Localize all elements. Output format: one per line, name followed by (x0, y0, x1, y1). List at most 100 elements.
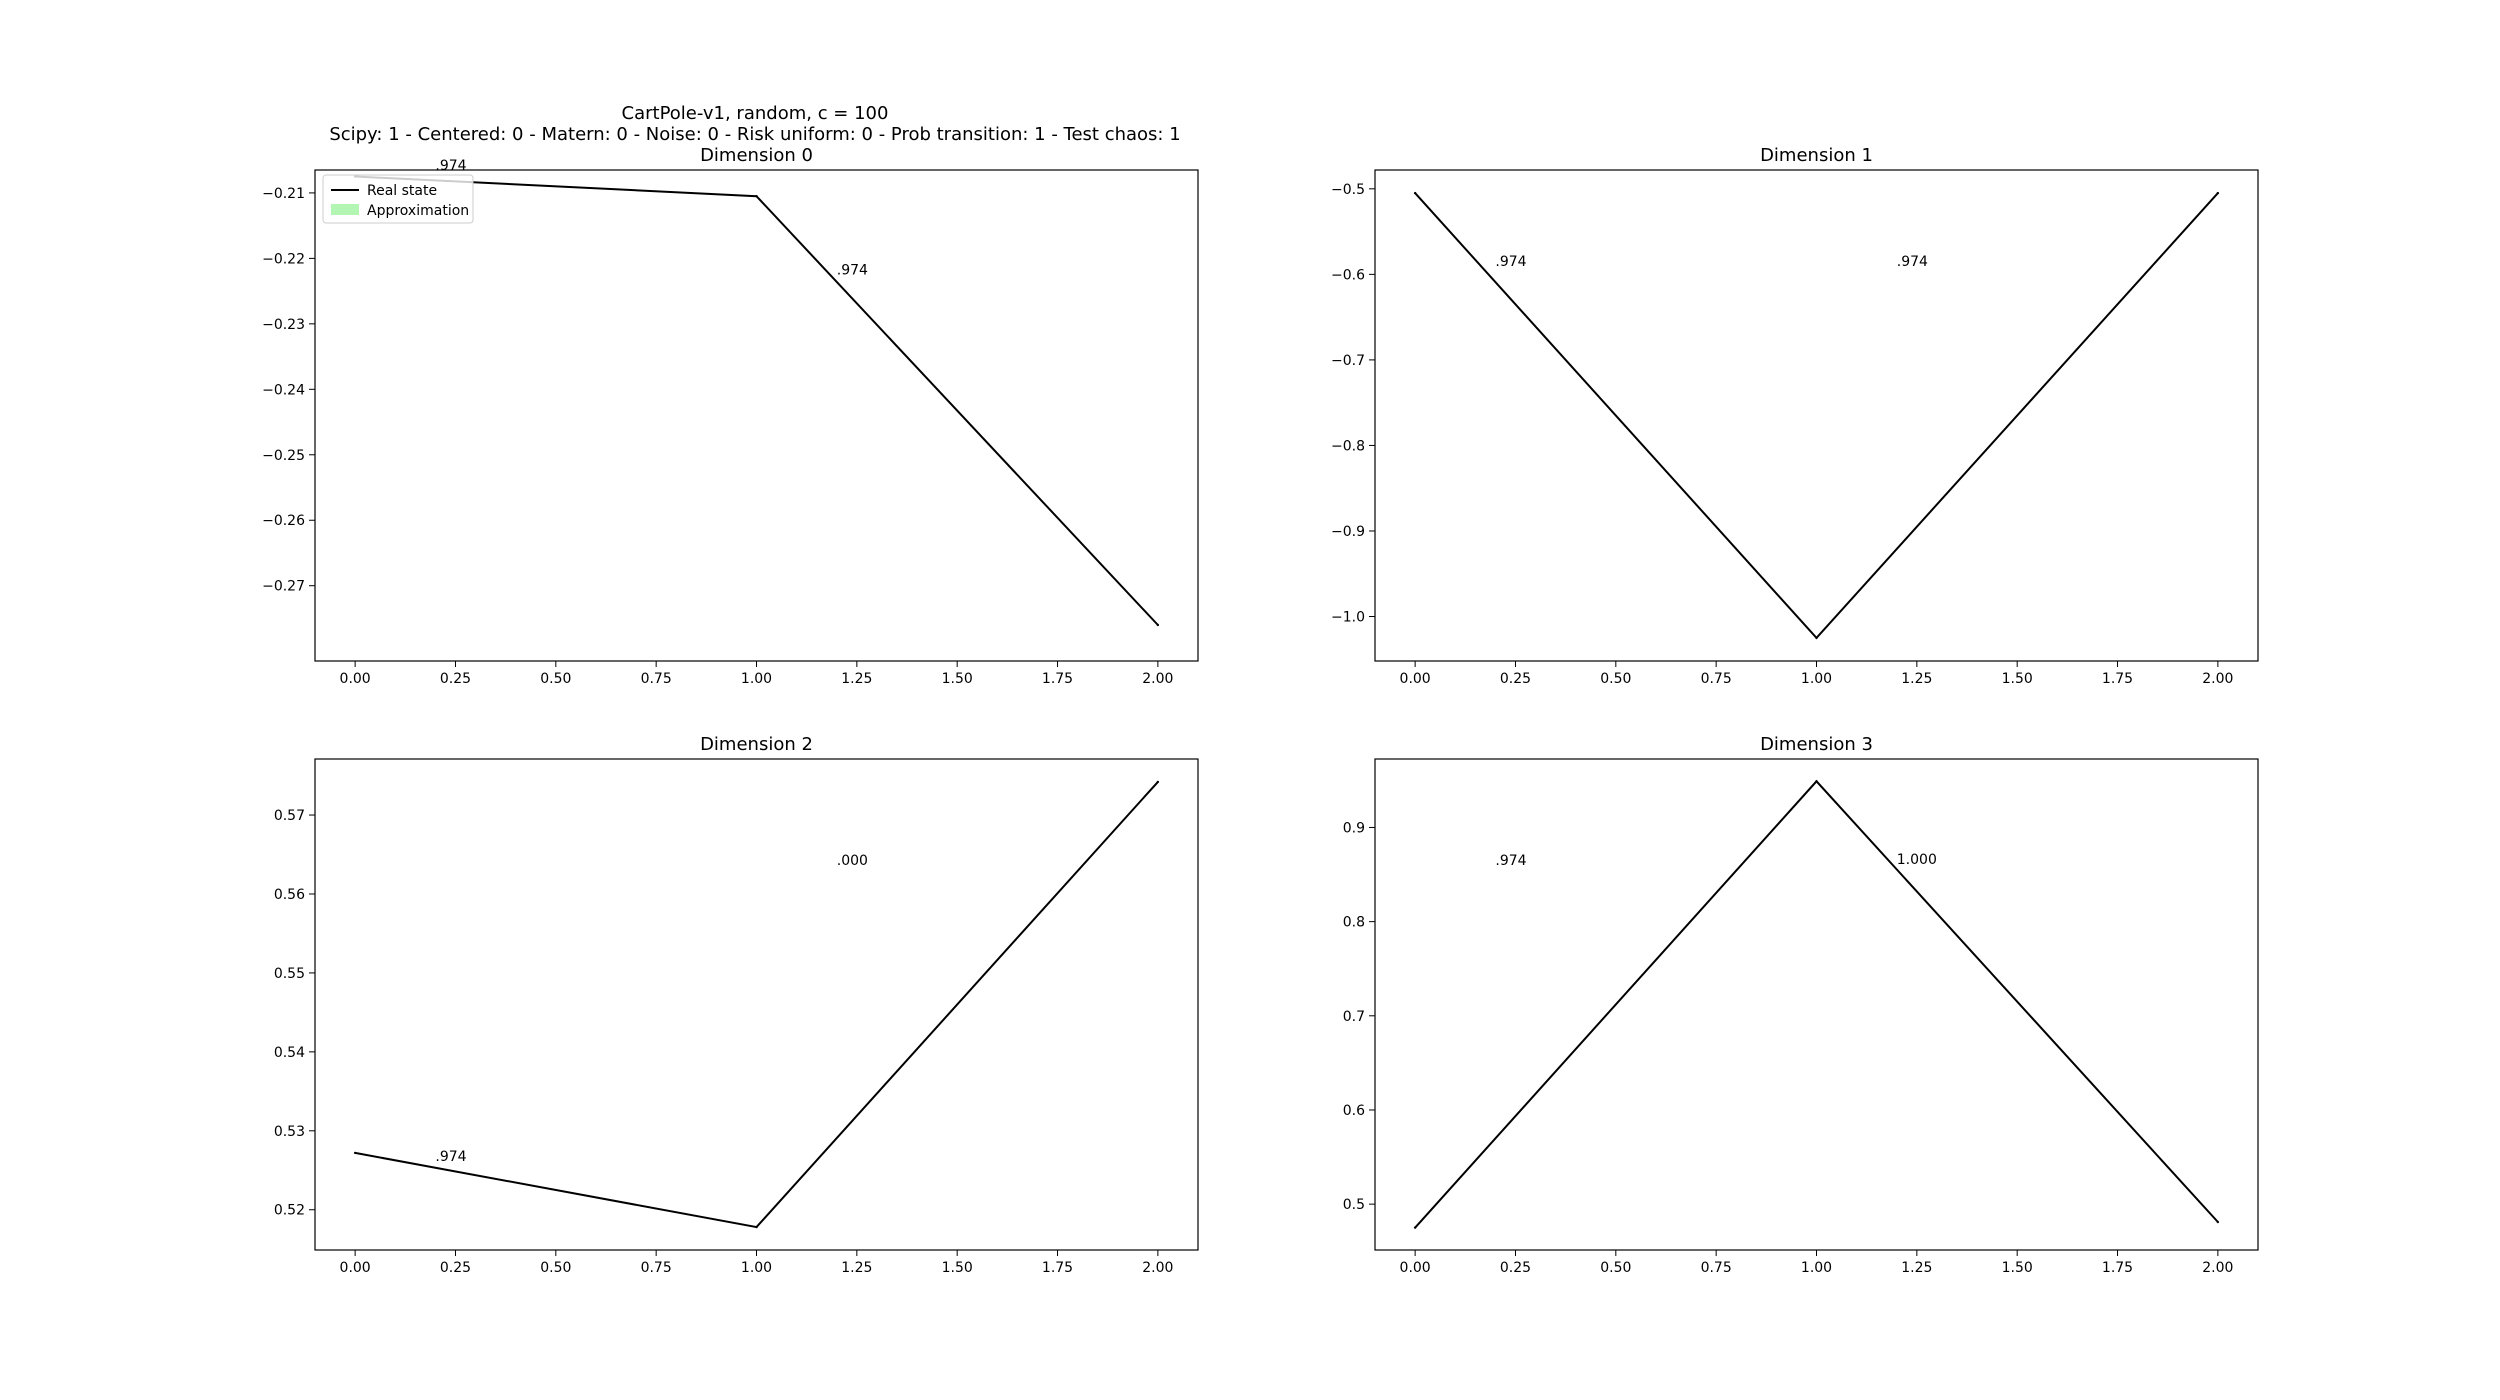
series-line-real-state (1414, 192, 2219, 640)
axes-frame (1374, 169, 2259, 662)
value-annotation: .000 (837, 853, 868, 869)
subplot-grid: Dimension 0 0.00 0.25 0.50 0.75 1.00 1.25 1.50 1… (262, 145, 2259, 1276)
x-tick-label: 0.75 (641, 671, 672, 687)
y-tick-label: −0.25 (262, 448, 305, 464)
x-tick-label: 2.00 (2202, 1260, 2233, 1276)
x-tick-label: 0.75 (641, 1260, 672, 1276)
x-tick-label: 1.25 (1901, 671, 1932, 687)
x-tick-label: 1.00 (1801, 671, 1832, 687)
data-point (755, 1225, 758, 1229)
value-annotation: .974 (435, 1149, 466, 1165)
y-tick-label: −0.24 (262, 382, 305, 398)
axes-frame (314, 169, 1199, 662)
x-tick-label: 1.75 (1042, 1260, 1073, 1276)
y-tick-label: 0.9 (1343, 820, 1365, 836)
x-tick-label: 0.75 (1701, 671, 1732, 687)
x-tick-label: 2.00 (1142, 1260, 1173, 1276)
legend-patch-swatch (331, 204, 359, 215)
subplot-title: Dimension 1 (1760, 145, 1873, 166)
y-tick-label: −0.21 (262, 186, 305, 202)
legend: Real state Approximation (322, 174, 474, 224)
y-tick-label: 0.7 (1343, 1009, 1365, 1025)
x-tick-label: 0.00 (340, 671, 371, 687)
axes-frame (314, 758, 1199, 1251)
subplot-dimension-3: Dimension 3 0.00 0.25 0.50 0.75 1.00 1.25 1.50 1… (1343, 734, 2259, 1276)
x-tick-label: 1.50 (2002, 671, 2033, 687)
y-tick-label: −0.9 (1331, 524, 1365, 540)
y-tick-label: 0.56 (274, 887, 305, 903)
y-tick-label: −0.8 (1331, 438, 1365, 454)
x-tick-label: 0.50 (540, 1260, 571, 1276)
x-tick-label: 1.50 (942, 1260, 973, 1276)
y-tick-label: −0.26 (262, 513, 305, 529)
y-tick-label: 0.52 (274, 1203, 305, 1219)
subplot-dimension-2: Dimension 2 0.00 0.25 0.50 0.75 1.00 1.25 1.50 1… (274, 734, 1199, 1276)
data-point (2216, 191, 2220, 195)
data-point (353, 1151, 357, 1155)
series-line-real-state (354, 781, 1159, 1229)
x-tick-label: 0.50 (1600, 671, 1631, 687)
y-tick-label: 0.5 (1343, 1197, 1365, 1213)
series-line-real-state (355, 175, 1159, 626)
figure-title-line-2: Scipy: 1 - Centered: 0 - Matern: 0 - Noi… (329, 124, 1180, 145)
legend-entry-label: Real state (367, 183, 437, 199)
value-annotation: .974 (1495, 254, 1526, 270)
data-point (1815, 636, 1818, 640)
x-tick-label: 1.25 (1901, 1260, 1932, 1276)
x-tick-label: 0.75 (1701, 1260, 1732, 1276)
y-tick-label: −0.22 (262, 251, 305, 267)
data-point (2216, 1220, 2220, 1224)
x-tick-label: 0.00 (340, 1260, 371, 1276)
data-point (1156, 623, 1160, 627)
y-tick-label: 0.57 (274, 808, 305, 824)
value-annotation: .974 (435, 158, 466, 174)
x-tick-label: 1.25 (841, 1260, 872, 1276)
x-tick-label: 1.75 (1042, 671, 1073, 687)
x-tick-label: 0.25 (440, 671, 471, 687)
value-annotation: .974 (1897, 254, 1928, 270)
x-tick-label: 0.25 (1500, 1260, 1531, 1276)
y-tick-label: −0.5 (1331, 182, 1365, 198)
subplot-title: Dimension 3 (1760, 734, 1873, 755)
y-tick-label: −0.27 (262, 579, 305, 595)
y-tick-label: 0.54 (274, 1045, 305, 1061)
x-tick-label: 1.75 (2102, 671, 2133, 687)
series-line-real-state (1414, 779, 2219, 1229)
x-tick-label: 0.25 (440, 1260, 471, 1276)
y-tick-label: 0.6 (1343, 1103, 1365, 1119)
y-tick-label: 0.8 (1343, 915, 1365, 931)
x-tick-label: 1.00 (741, 1260, 772, 1276)
value-annotation: .974 (1495, 853, 1526, 869)
x-tick-label: 0.25 (1500, 671, 1531, 687)
value-annotation: 1.000 (1897, 852, 1937, 868)
y-tick-label: 0.55 (274, 966, 305, 982)
x-tick-label: 1.00 (741, 671, 772, 687)
x-tick-label: 1.50 (942, 671, 973, 687)
y-tick-label: −0.6 (1331, 267, 1365, 283)
x-tick-label: 1.50 (2002, 1260, 2033, 1276)
data-point (1815, 780, 1818, 783)
x-tick-label: 1.75 (2102, 1260, 2133, 1276)
subplot-dimension-0: Dimension 0 0.00 0.25 0.50 0.75 1.00 1.25 1.50 1… (262, 145, 1199, 687)
subplot-title: Dimension 2 (700, 734, 813, 755)
subplot-title: Dimension 0 (700, 145, 813, 166)
data-point (1156, 780, 1160, 784)
y-tick-label: 0.53 (274, 1124, 305, 1140)
x-tick-label: 2.00 (2202, 671, 2233, 687)
legend-entry-label: Approximation (367, 203, 469, 219)
x-tick-label: 2.00 (1142, 671, 1173, 687)
data-point (1413, 1226, 1417, 1229)
x-tick-label: 0.50 (1600, 1260, 1631, 1276)
x-tick-label: 0.50 (540, 671, 571, 687)
value-annotation: .974 (837, 263, 868, 279)
x-tick-label: 1.25 (841, 671, 872, 687)
x-tick-label: 1.00 (1801, 1260, 1832, 1276)
x-tick-label: 0.00 (1400, 671, 1431, 687)
data-point (1413, 191, 1417, 195)
y-tick-label: −0.23 (262, 317, 305, 333)
x-tick-label: 0.00 (1400, 1260, 1431, 1276)
data-point (755, 194, 758, 198)
y-tick-label: −0.7 (1331, 353, 1365, 369)
legend-box (322, 174, 474, 224)
